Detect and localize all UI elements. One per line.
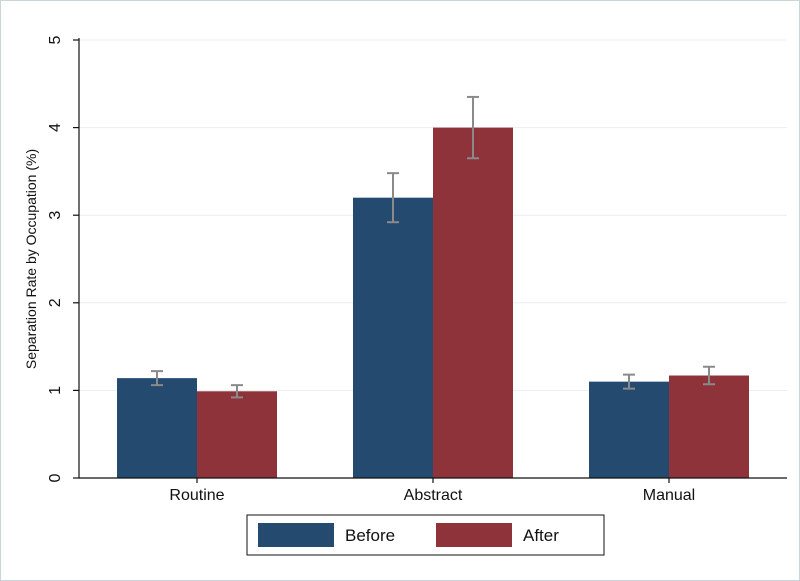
bar-after-manual — [669, 375, 749, 478]
x-tick-label-routine: Routine — [169, 487, 224, 504]
legend-label-before: Before — [345, 526, 395, 545]
bars — [117, 127, 749, 478]
y-tick-label-5: 5 — [47, 35, 64, 44]
bar-before-manual — [589, 381, 669, 478]
bar-after-routine — [197, 391, 277, 478]
bar-after-abstract — [433, 127, 513, 478]
axes — [73, 38, 787, 483]
y-tick-labels: 0 1 2 3 4 5 — [47, 35, 64, 482]
error-bars — [151, 95, 715, 399]
y-tick-label-2: 2 — [47, 298, 64, 307]
legend: Before After — [246, 514, 605, 556]
x-tick-label-manual: Manual — [643, 487, 695, 504]
legend-label-after: After — [523, 526, 559, 545]
bar-before-routine — [117, 378, 197, 478]
legend-swatch-after — [436, 523, 512, 547]
bar-before-abstract — [353, 197, 433, 478]
y-tick-label-4: 4 — [47, 123, 64, 132]
y-axis-label: Separation Rate by Occupation (%) — [23, 149, 39, 369]
y-tick-label-0: 0 — [47, 473, 64, 482]
y-tick-label-3: 3 — [47, 211, 64, 220]
y-tick-label-1: 1 — [47, 386, 64, 395]
legend-swatch-before — [258, 523, 334, 547]
x-tick-label-abstract: Abstract — [404, 487, 463, 504]
x-tick-labels: Routine Abstract Manual — [169, 487, 695, 504]
